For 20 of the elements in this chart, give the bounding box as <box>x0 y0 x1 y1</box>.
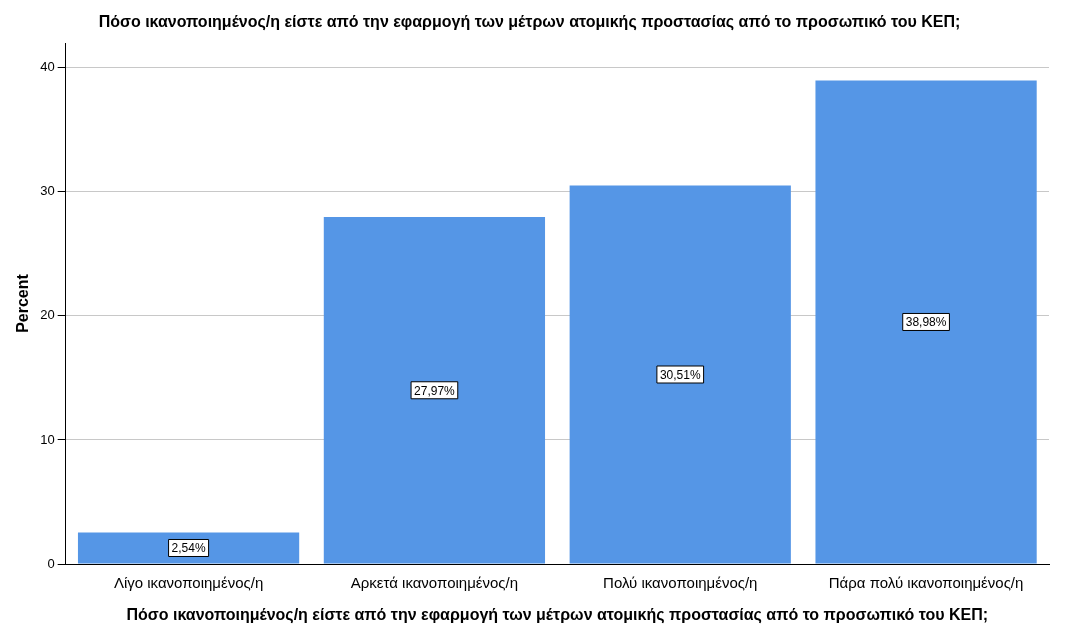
x-axis-title: Πόσο ικανοποιημένος/η είστε από την εφαρμογή των μέτρων ατομικής προστασίας από το προσωπικό του ΚΕΠ; <box>126 606 989 625</box>
bar <box>323 217 546 564</box>
x-tick-label: Πάρα πολύ ικανοποιημένος/η <box>828 574 1024 592</box>
x-tick-label: Λίγο ικανοποιημένος/η <box>113 574 264 592</box>
bar <box>569 185 791 564</box>
bar <box>77 532 300 564</box>
chart-title: Πόσο ικανοποιημένος/η είστε από την εφαρμογή των μέτρων ατομικής προστασίας από το προσωπικό του ΚΕΠ; <box>98 13 961 32</box>
y-tick-label: 40 <box>40 59 55 75</box>
data-label: 30,51% <box>659 367 701 382</box>
data-label: 2,54% <box>171 541 206 556</box>
y-tick-label: 0 <box>47 555 55 571</box>
data-label: 27,97% <box>414 383 456 398</box>
y-tick-label: 20 <box>40 307 55 323</box>
y-tick-label: 30 <box>40 183 55 199</box>
bar <box>815 80 1037 564</box>
y-tick-label: 10 <box>40 431 55 447</box>
data-label: 38,98% <box>905 315 947 330</box>
x-tick-label: Πολύ ικανοποιημένος/η <box>603 574 758 592</box>
x-tick-label: Αρκετά ικανοποιημένος/η <box>350 574 519 592</box>
y-axis-title: Percent <box>14 273 32 333</box>
